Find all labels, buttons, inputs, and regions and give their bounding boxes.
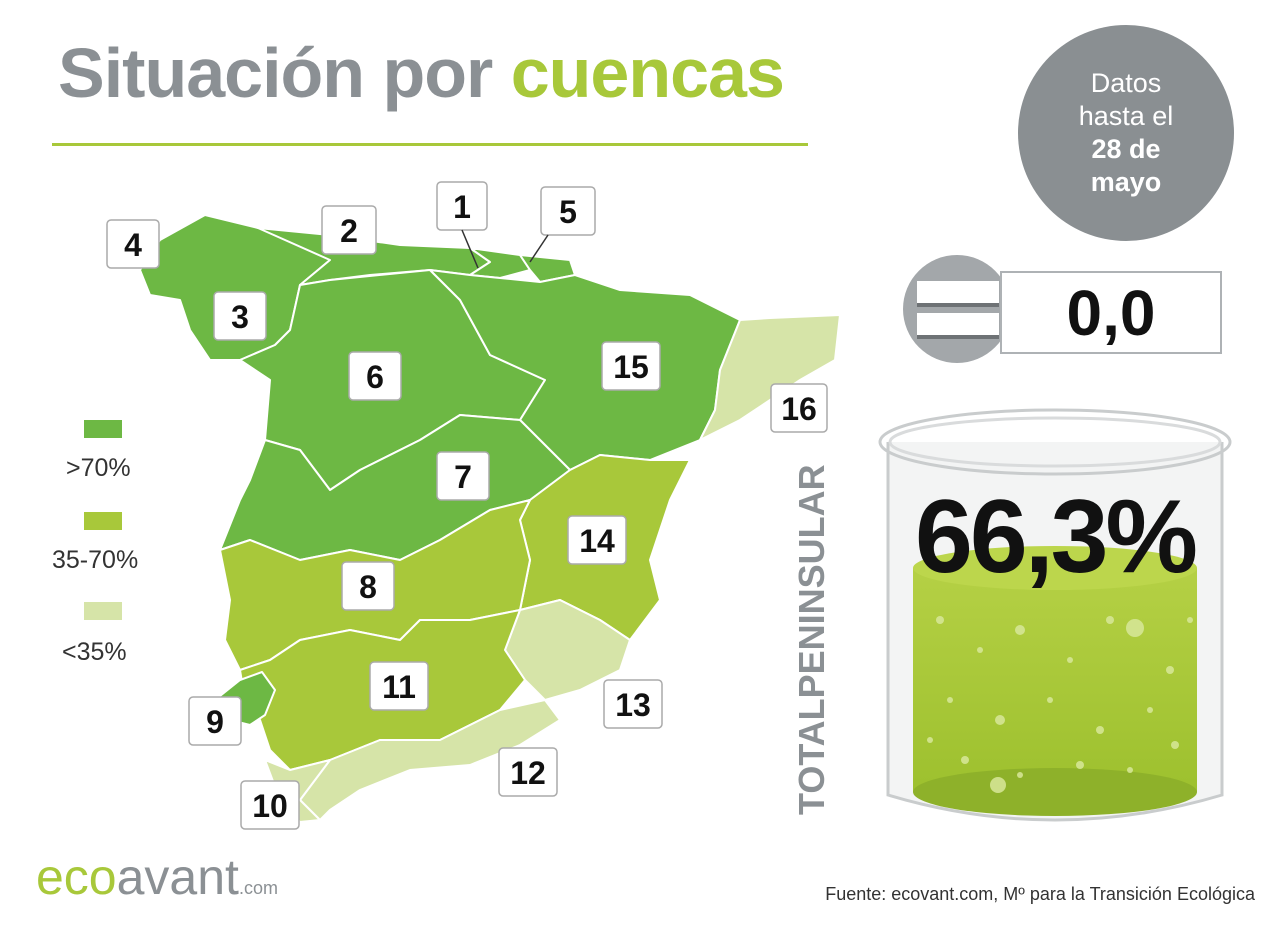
legend-swatch-low <box>84 602 122 620</box>
basin-label-5: 5 <box>529 186 596 263</box>
total-label: TOTALPENINSULAR <box>791 464 832 815</box>
logo-eco: eco <box>36 849 117 905</box>
basin-number-4: 4 <box>124 227 142 263</box>
basin-label-14: 14 <box>567 515 627 565</box>
basin-label-6: 6 <box>348 351 402 401</box>
basin-number-8: 8 <box>359 569 377 605</box>
basin-number-9: 9 <box>206 704 224 740</box>
basin-number-11: 11 <box>382 669 416 705</box>
basin-number-3: 3 <box>231 299 249 335</box>
equal-icon <box>903 255 1011 363</box>
basin-number-7: 7 <box>454 459 472 495</box>
basin-label-15: 15 <box>601 341 661 391</box>
equal-icon-bar-bottom <box>917 313 999 339</box>
basin-label-8: 8 <box>341 561 395 611</box>
source-note: Fuente: ecovant.com, Mº para la Transici… <box>825 884 1255 904</box>
reservoir-liquid <box>913 556 1197 812</box>
date-badge: Datos hasta el 28 de mayo <box>1018 25 1234 241</box>
legend-swatch-high <box>84 420 122 438</box>
legend-swatch-mid <box>84 512 122 530</box>
basin-label-13: 13 <box>603 679 663 729</box>
basin-number-2: 2 <box>340 213 358 249</box>
date-line3: 28 de <box>1091 134 1161 164</box>
basin-label-7: 7 <box>436 451 490 501</box>
basin-label-1: 1 <box>436 181 488 269</box>
basin-label-9: 9 <box>188 696 242 746</box>
total-percentage: 66,3% <box>915 479 1198 595</box>
title-rule <box>52 143 808 146</box>
change-value: 0,0 <box>1000 271 1222 354</box>
basin-number-12: 12 <box>510 755 546 791</box>
date-line4: mayo <box>1090 167 1162 197</box>
basin-label-12: 12 <box>498 747 558 797</box>
basin-number-14: 14 <box>579 523 615 559</box>
basin-label-2: 2 <box>321 205 377 255</box>
page-title: Situación por cuencas <box>58 38 785 108</box>
date-line1: Datos <box>1090 68 1162 98</box>
ecoavant-logo: ecoavant.com <box>36 852 278 902</box>
basin-number-5: 5 <box>559 194 577 230</box>
title-part1: Situación por <box>58 34 493 112</box>
basin-label-10: 10 <box>240 780 300 830</box>
legend-label-low: <35% <box>62 638 127 666</box>
basin-label-3: 3 <box>213 291 267 341</box>
equal-icon-bar-top <box>917 281 999 307</box>
logo-avant: avant <box>116 849 239 905</box>
title-part2: cuencas <box>510 34 785 112</box>
basin-number-6: 6 <box>366 359 384 395</box>
basin-region-16 <box>699 314 841 441</box>
basin-number-16: 16 <box>781 391 817 427</box>
reservoir-jar <box>878 408 1232 822</box>
logo-com: .com <box>238 878 278 898</box>
basin-number-13: 13 <box>615 687 651 723</box>
date-line2: hasta el <box>1078 101 1174 131</box>
basin-number-15: 15 <box>613 349 649 385</box>
basin-label-4: 4 <box>106 219 160 269</box>
legend-label-high: >70% <box>66 454 131 482</box>
basin-number-10: 10 <box>252 788 288 824</box>
basin-number-1: 1 <box>453 189 471 225</box>
basin-label-11: 11 <box>369 661 429 711</box>
legend-label-mid: 35-70% <box>52 546 139 574</box>
basin-label-16: 16 <box>770 383 828 433</box>
